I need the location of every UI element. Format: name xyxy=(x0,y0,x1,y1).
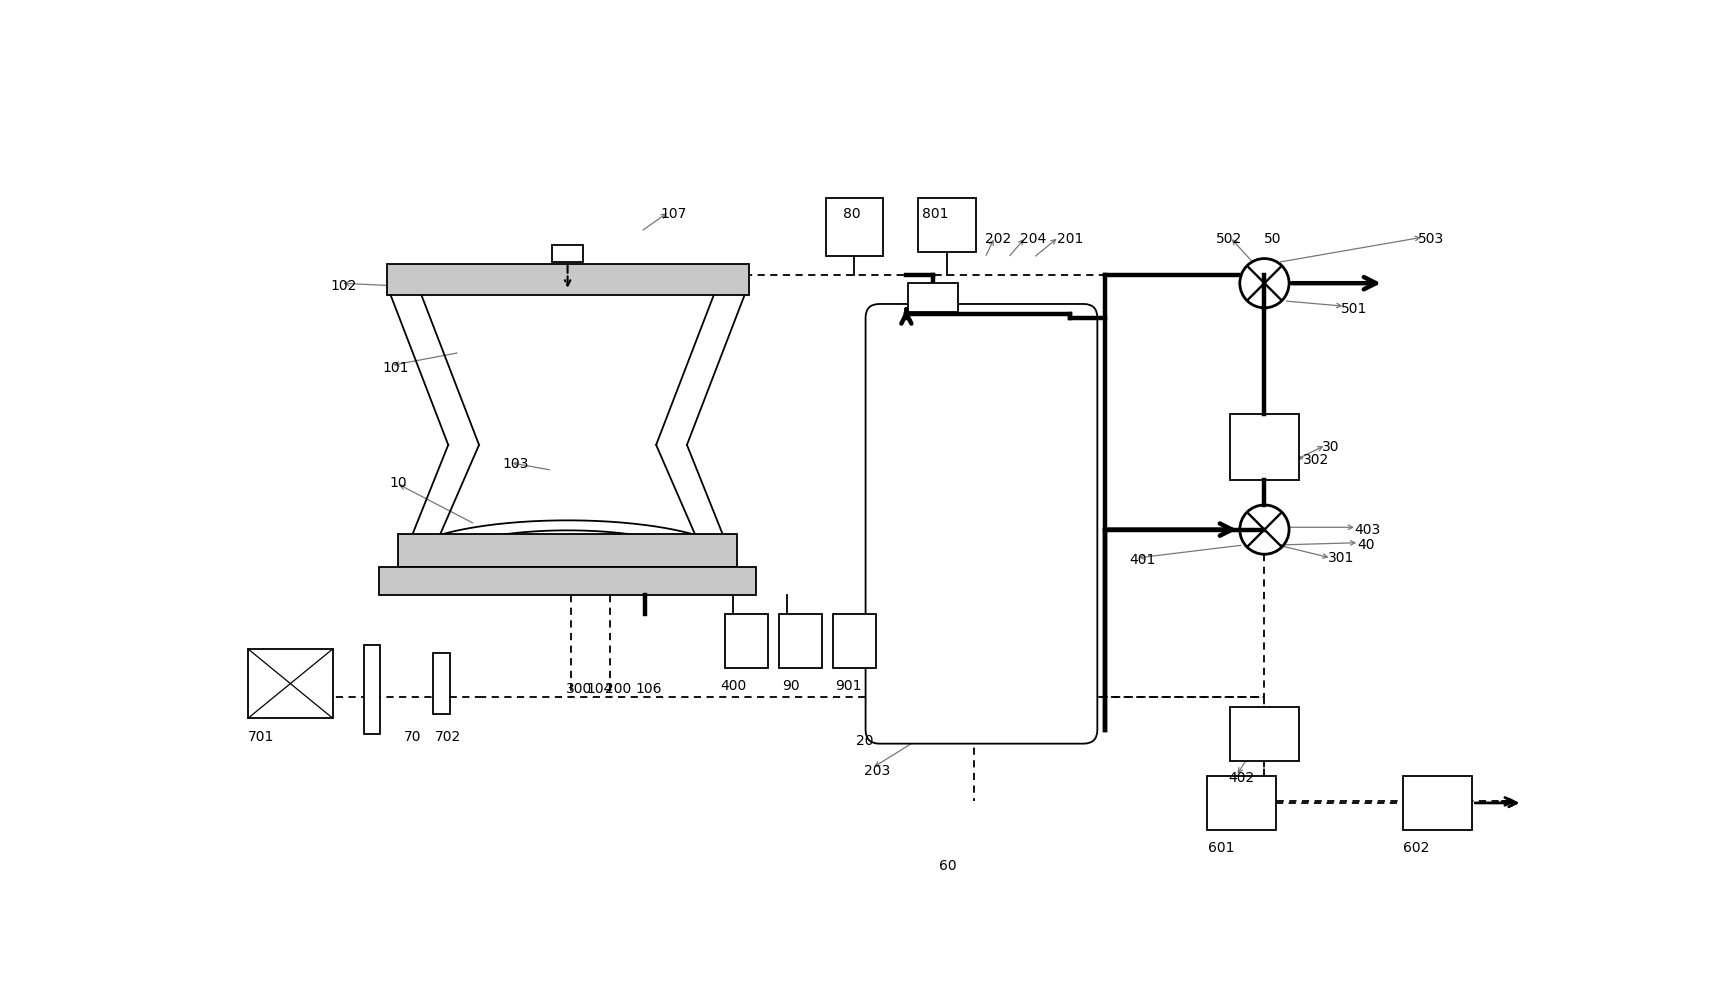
Bar xyxy=(399,534,737,566)
Bar xyxy=(248,649,333,718)
Text: 302: 302 xyxy=(1302,454,1330,468)
Bar xyxy=(917,198,976,253)
Text: 503: 503 xyxy=(1418,232,1444,246)
Text: 203: 203 xyxy=(864,764,890,778)
Text: 90: 90 xyxy=(782,679,799,693)
Bar xyxy=(834,615,876,668)
Bar xyxy=(551,245,583,263)
Text: 107: 107 xyxy=(661,207,687,221)
Bar xyxy=(434,653,449,714)
Text: 300: 300 xyxy=(565,682,593,696)
Text: 601: 601 xyxy=(1209,841,1235,855)
Bar xyxy=(1207,776,1276,830)
Text: 101: 101 xyxy=(383,361,409,375)
Bar xyxy=(387,264,749,295)
Text: 602: 602 xyxy=(1403,841,1429,855)
Text: 400: 400 xyxy=(720,679,746,693)
Text: 202: 202 xyxy=(985,232,1011,246)
Text: 10: 10 xyxy=(388,477,406,490)
Text: 70: 70 xyxy=(404,730,421,744)
Text: 200: 200 xyxy=(605,682,631,696)
Bar xyxy=(380,566,756,595)
Text: 204: 204 xyxy=(1020,232,1047,246)
Text: 702: 702 xyxy=(435,730,461,744)
Text: 40: 40 xyxy=(1356,538,1375,552)
Text: 301: 301 xyxy=(1328,551,1354,565)
Text: 102: 102 xyxy=(331,279,357,293)
Text: 401: 401 xyxy=(1129,553,1157,567)
Text: 60: 60 xyxy=(938,859,957,873)
Bar xyxy=(825,198,883,257)
Text: 104: 104 xyxy=(586,682,614,696)
Bar xyxy=(1403,776,1472,830)
Text: 403: 403 xyxy=(1354,522,1380,536)
Text: 501: 501 xyxy=(1342,302,1368,316)
Text: 20: 20 xyxy=(857,734,874,748)
Bar xyxy=(909,284,957,313)
Bar xyxy=(725,615,768,668)
Text: 502: 502 xyxy=(1216,232,1242,246)
Bar xyxy=(1229,414,1299,480)
Text: 801: 801 xyxy=(922,207,948,221)
Text: 901: 901 xyxy=(836,679,862,693)
Text: 30: 30 xyxy=(1323,441,1340,454)
Bar xyxy=(779,615,822,668)
Bar xyxy=(364,645,380,733)
Text: 402: 402 xyxy=(1228,772,1254,786)
Text: 106: 106 xyxy=(635,682,662,696)
FancyBboxPatch shape xyxy=(865,304,1098,743)
Text: 50: 50 xyxy=(1264,232,1281,246)
Text: 201: 201 xyxy=(1056,232,1084,246)
Text: 103: 103 xyxy=(503,457,529,471)
Text: 80: 80 xyxy=(843,207,860,221)
Text: 701: 701 xyxy=(248,730,274,744)
Bar xyxy=(1229,706,1299,761)
